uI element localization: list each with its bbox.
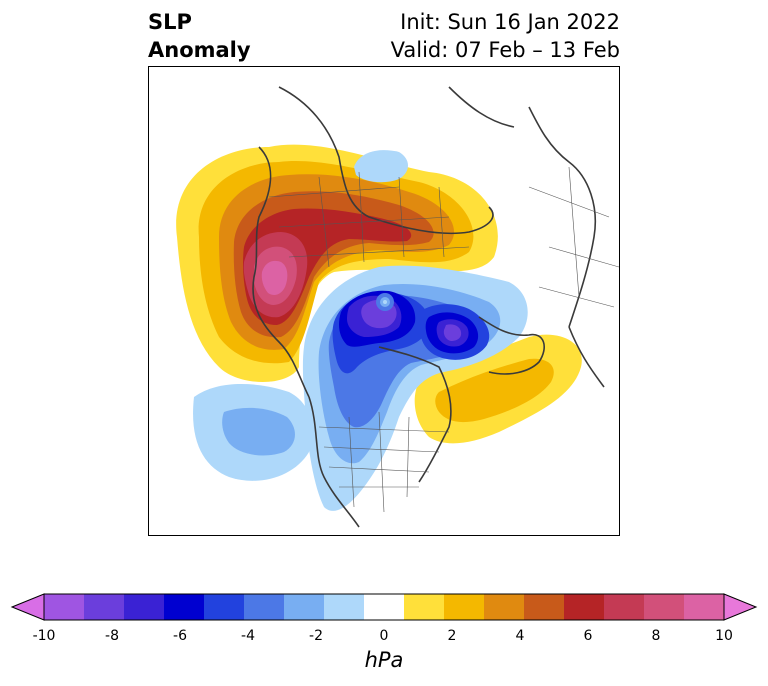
colorbar-segment — [404, 594, 445, 620]
title-line-2: Anomaly — [148, 38, 251, 62]
colorbar-tick-label: 8 — [651, 628, 661, 644]
colorbar-segment — [684, 594, 725, 620]
colorbar-tick-label: -10 — [32, 628, 56, 644]
colorbar-tick-label: 0 — [379, 628, 389, 644]
colorbar-extend-low — [10, 593, 45, 621]
colorbar-extend-high — [723, 593, 758, 621]
colorbar-segment — [244, 594, 285, 620]
colorbar-segment — [164, 594, 205, 620]
colorbar-tick-label: 10 — [715, 628, 733, 644]
colorbar-segment — [284, 594, 325, 620]
colorbar-segment — [324, 594, 365, 620]
map-title: SLP Anomaly — [148, 8, 251, 64]
colorbar-segment — [484, 594, 525, 620]
colorbar-segment — [644, 594, 685, 620]
map-dates: Init: Sun 16 Jan 2022 Valid: 07 Feb – 13… — [391, 8, 620, 64]
borders — [268, 166, 619, 513]
colorbar-unit-label: hPa — [364, 648, 404, 672]
negative-anomaly-pacific-coast — [193, 383, 313, 481]
valid-range: Valid: 07 Feb – 13 Feb — [390, 38, 620, 62]
colorbar-segment — [524, 594, 565, 620]
colorbar-tick-label: -8 — [105, 628, 119, 644]
colorbar-tick-label: -2 — [309, 628, 323, 644]
title-line-1: SLP — [148, 10, 192, 34]
colorbar-segment — [564, 594, 605, 620]
colorbar-segments — [10, 593, 758, 621]
colorbar-segment — [444, 594, 485, 620]
init-date: Init: Sun 16 Jan 2022 — [400, 10, 620, 34]
colorbar-segment — [84, 594, 125, 620]
colorbar-tick-label: 6 — [583, 628, 593, 644]
colorbar-tick-label: -6 — [173, 628, 187, 644]
colorbar-tick-label: -4 — [241, 628, 255, 644]
colorbar-tick-label: 2 — [447, 628, 457, 644]
colorbar-segment — [44, 594, 85, 620]
colorbar-tick-label: 4 — [515, 628, 525, 644]
colorbar-segment — [204, 594, 245, 620]
anomaly-map-svg — [176, 86, 619, 528]
colorbar-outline — [43, 593, 725, 621]
colorbar-segment — [124, 594, 165, 620]
anomaly-map — [148, 66, 620, 536]
colorbar — [10, 593, 758, 621]
positive-anomaly-pacific — [176, 144, 498, 382]
colorbar-segment — [604, 594, 645, 620]
colorbar-segment — [364, 594, 405, 620]
coastlines — [252, 86, 605, 528]
negative-anomaly-arctic — [302, 150, 528, 511]
